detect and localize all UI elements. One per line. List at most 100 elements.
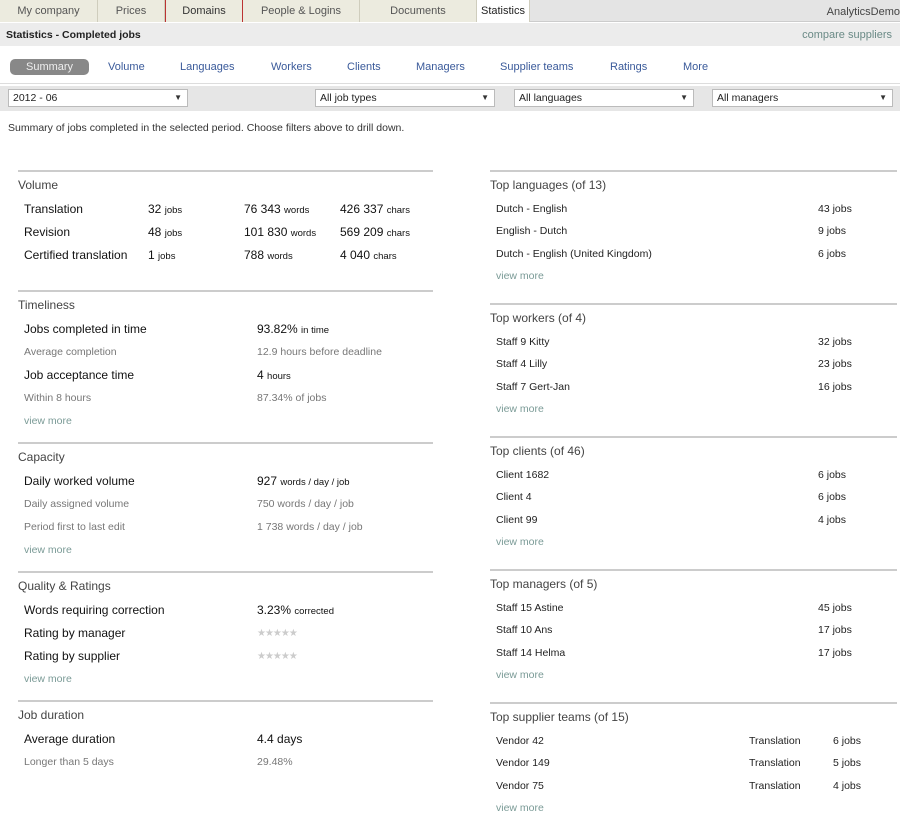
list-item[interactable]: Client 1682 6 jobs	[490, 464, 897, 486]
subtab-clients[interactable]: Clients	[347, 61, 381, 73]
item-name: Staff 7 Gert-Jan	[496, 380, 570, 393]
row-chars: 4 040 chars	[340, 244, 397, 268]
item-count: 17 jobs	[818, 646, 852, 659]
section-title: Volume	[18, 178, 59, 192]
view-more-link[interactable]: view more	[496, 402, 544, 415]
value: 32	[148, 202, 162, 216]
view-more-link[interactable]: view more	[496, 668, 544, 681]
subtab-more[interactable]: More	[683, 61, 709, 73]
item-count: 4 jobs	[833, 779, 862, 792]
value: 1 738 words / day / job	[257, 521, 363, 533]
item-count: 43 jobs	[818, 203, 852, 215]
subtab-volume[interactable]: Volume	[108, 61, 145, 73]
list-item[interactable]: English - Dutch 9 jobs	[490, 220, 897, 242]
chevron-down-icon: ▼	[174, 93, 182, 102]
row-value: 4 hours	[257, 364, 291, 388]
row-value: 93.82% in time	[257, 318, 329, 342]
list-item[interactable]: Vendor 149 Translation 5 jobs	[490, 752, 897, 774]
row-label: Certified translation	[24, 248, 128, 262]
tab-domains[interactable]: Domains	[165, 0, 243, 22]
tab-prices[interactable]: Prices	[98, 0, 165, 22]
unit: corrected	[294, 606, 334, 617]
filter-value: All job types	[320, 92, 377, 104]
filter-value: 2012 - 06	[13, 92, 58, 104]
row-jobs: 32 jobs	[148, 198, 182, 222]
subtab-summary[interactable]: Summary	[10, 59, 90, 75]
list-item[interactable]: Dutch - English (United Kingdom) 6 jobs	[490, 243, 897, 265]
item-name: Dutch - English	[496, 203, 568, 215]
stat-row: Daily worked volume 927 words / day / job	[18, 470, 433, 493]
list-item[interactable]: Vendor 75 Translation 4 jobs	[490, 775, 897, 797]
unit: chars	[373, 251, 397, 262]
list-item[interactable]: Staff 14 Helma 17 jobs	[490, 642, 897, 664]
list-item[interactable]: Staff 9 Kitty 32 jobs	[490, 331, 897, 353]
unit: chars	[386, 228, 410, 239]
unit: jobs	[164, 228, 183, 239]
tab-documents[interactable]: Documents	[360, 0, 477, 22]
compare-suppliers-link[interactable]: compare suppliers	[802, 29, 892, 41]
view-more-link[interactable]: view more	[496, 269, 544, 282]
row-label: Rating by supplier	[24, 649, 121, 663]
unit: chars	[386, 205, 410, 216]
list-item[interactable]: Staff 4 Lilly 23 jobs	[490, 353, 897, 375]
tab-statistics[interactable]: Statistics	[477, 0, 530, 22]
value: 12.9 hours before deadline	[257, 346, 382, 358]
value: 93.82%	[257, 322, 298, 336]
item-name: Staff 14 Helma	[496, 646, 566, 659]
item-name: Client 99	[496, 513, 538, 526]
filter-select-3[interactable]: All managers ▼	[712, 89, 893, 107]
value: 927	[257, 474, 278, 488]
stat-row: Words requiring correction 3.23% correcte…	[18, 599, 433, 622]
row-words: 101 830 words	[244, 221, 316, 245]
view-more-link[interactable]: view more	[24, 415, 72, 427]
view-more-link[interactable]: view more	[496, 535, 544, 548]
chevron-down-icon: ▼	[481, 93, 489, 102]
subtab-languages[interactable]: Languages	[180, 61, 235, 73]
list-item[interactable]: Vendor 42 Translation 6 jobs	[490, 730, 897, 752]
list-item[interactable]: Staff 15 Astine 45 jobs	[490, 597, 897, 619]
list-item[interactable]: Dutch - English 43 jobs	[490, 198, 897, 220]
list-item[interactable]: Staff 7 Gert-Jan 16 jobs	[490, 376, 897, 398]
list-item[interactable]: Staff 10 Ans 17 jobs	[490, 619, 897, 641]
list-item[interactable]: Client 99 4 jobs	[490, 509, 897, 531]
filter-select-1[interactable]: All job types ▼	[315, 89, 495, 107]
item-name: Dutch - English (United Kingdom)	[496, 247, 652, 260]
subtab-supplier-teams[interactable]: Supplier teams	[500, 61, 574, 73]
subtab-workers[interactable]: Workers	[271, 61, 312, 73]
stat-row: Daily assigned volume 750 words / day / j…	[18, 493, 433, 516]
item-count: 4 jobs	[818, 513, 847, 526]
value: 788	[244, 248, 265, 262]
list-item[interactable]: Client 4 6 jobs	[490, 486, 897, 508]
row-label: Translation	[24, 202, 83, 216]
item-count: 6 jobs	[818, 469, 847, 481]
row-label: Daily assigned volume	[24, 498, 130, 510]
volume-row: Revision 48 jobs 101 830 words 569 209 char…	[18, 221, 433, 244]
value: 87.34% of jobs	[257, 392, 327, 404]
filter-select-0[interactable]: 2012 - 06 ▼	[8, 89, 188, 107]
view-more-link[interactable]: view more	[496, 801, 544, 814]
tab-my-company[interactable]: My company	[0, 0, 98, 22]
value: 29.48%	[257, 756, 293, 768]
volume-row: Certified translation 1 jobs 788 words 4 04…	[18, 244, 433, 267]
subtab-managers[interactable]: Managers	[416, 61, 465, 73]
filter-bar: 2012 - 06 ▼ All job types ▼ All languages ▼ Al…	[0, 86, 900, 111]
unit: hours	[267, 371, 291, 382]
row-label: Revision	[24, 225, 71, 239]
subtab-ratings[interactable]: Ratings	[610, 61, 648, 73]
filter-select-2[interactable]: All languages ▼	[514, 89, 694, 107]
item-name: Client 1682	[496, 469, 550, 481]
star-rating: ★★★★★	[257, 628, 298, 639]
view-more-link[interactable]: view more	[24, 544, 72, 556]
unit: words	[290, 228, 317, 239]
stat-row: Period first to last edit 1 738 words / d…	[18, 516, 433, 539]
section-volume: Volume Translation 32 jobs 76 343 words 426 …	[18, 170, 433, 290]
view-more-link[interactable]: view more	[24, 673, 72, 685]
tab-people-logins[interactable]: People & Logins	[243, 0, 360, 22]
section-title: Capacity	[18, 450, 65, 464]
row-words: 788 words	[244, 244, 293, 268]
row-words: 76 343 words	[244, 198, 309, 222]
section-timeliness: Timeliness Jobs completed in time 93.82% i…	[18, 290, 433, 442]
item-name: Vendor 149	[496, 757, 550, 770]
filter-value: All languages	[519, 92, 583, 104]
item-name: Staff 4 Lilly	[496, 358, 548, 371]
